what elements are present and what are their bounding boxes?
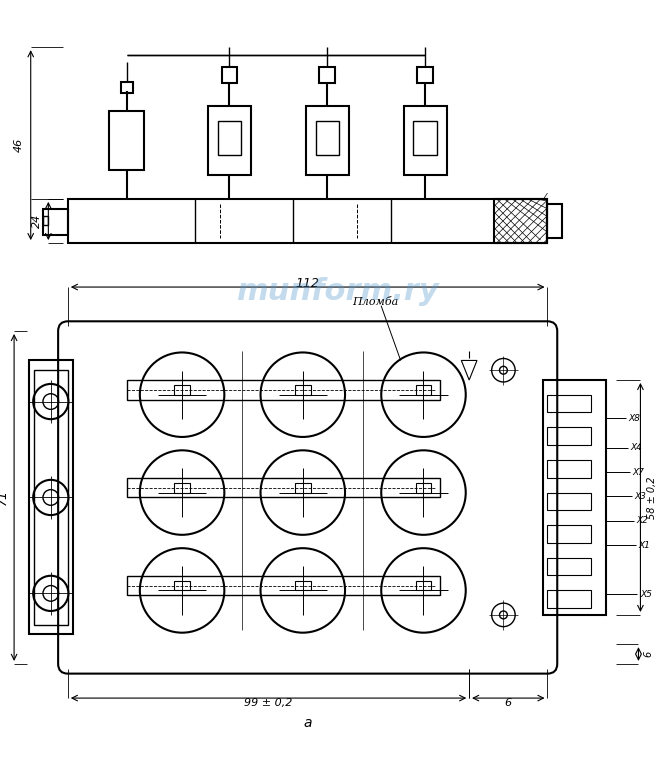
Bar (416, 581, 432, 591)
Bar (218, 120, 241, 155)
Bar (315, 120, 339, 155)
Text: X3: X3 (634, 492, 646, 501)
Bar (295, 385, 311, 395)
Bar (413, 120, 437, 155)
Text: 46: 46 (14, 138, 24, 152)
Text: 99 ± 0,2: 99 ± 0,2 (244, 698, 293, 708)
Bar (319, 67, 335, 82)
Bar (34, 370, 68, 625)
Bar (543, 380, 606, 615)
Text: 6: 6 (644, 651, 653, 657)
Bar (547, 591, 591, 608)
Text: 58 ± 0,2: 58 ± 0,2 (647, 476, 657, 519)
Bar (417, 67, 433, 82)
Bar (416, 385, 432, 395)
Bar (295, 483, 311, 492)
Text: 112: 112 (296, 277, 319, 290)
Bar (44, 216, 48, 226)
Text: X4: X4 (631, 443, 643, 452)
Bar (547, 395, 591, 412)
Bar (127, 478, 440, 498)
Bar (547, 460, 591, 478)
Bar (494, 199, 547, 243)
Text: X2: X2 (636, 517, 648, 526)
Bar (109, 111, 145, 170)
Bar (547, 558, 591, 575)
Bar (547, 204, 562, 238)
Bar (44, 209, 68, 235)
Text: Пломба: Пломба (352, 296, 398, 307)
Text: 24: 24 (32, 214, 42, 228)
Bar (174, 385, 190, 395)
Text: X1: X1 (638, 541, 650, 550)
Bar (295, 581, 311, 591)
Bar (68, 199, 547, 243)
Bar (547, 427, 591, 445)
Bar (174, 581, 190, 591)
Bar (127, 576, 440, 595)
Bar (127, 380, 440, 399)
Bar (29, 360, 73, 635)
Text: X7: X7 (632, 468, 644, 476)
Bar (222, 67, 237, 82)
Bar (547, 525, 591, 543)
Text: 71: 71 (0, 489, 9, 505)
Bar (306, 106, 348, 174)
Bar (174, 483, 190, 492)
Text: X8: X8 (629, 414, 641, 423)
Bar (121, 82, 133, 93)
Text: a: a (304, 716, 312, 729)
Bar (416, 483, 432, 492)
Bar (208, 106, 251, 174)
Text: X5: X5 (640, 590, 652, 599)
Bar (404, 106, 447, 174)
Text: 6: 6 (505, 698, 512, 708)
Bar (547, 492, 591, 511)
Text: munform.ry: munform.ry (236, 277, 438, 306)
